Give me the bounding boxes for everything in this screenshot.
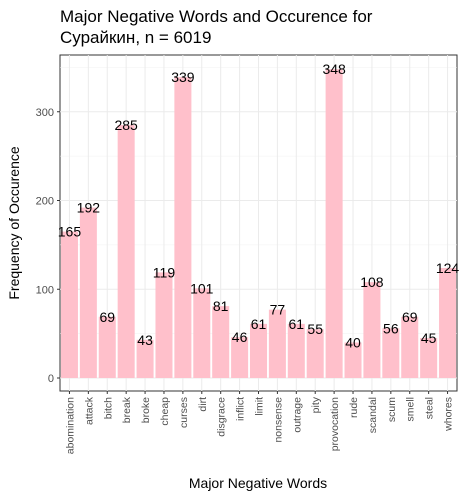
x-tick-label-cheap: cheap — [159, 397, 171, 426]
bar-pity — [306, 329, 324, 378]
bar-curses — [174, 77, 192, 378]
x-tick-label-scum: scum — [386, 397, 398, 422]
x-tick-label-disgrace: disgrace — [216, 397, 228, 437]
bar-limit — [249, 323, 268, 378]
x-tick-label-abomination: abomination — [64, 397, 76, 454]
data-label-cheap: 119 — [153, 264, 176, 280]
data-label-smell: 69 — [402, 309, 418, 325]
data-label-pity: 55 — [307, 321, 323, 337]
x-tick-label-whores: whores — [443, 397, 455, 432]
bar-outrage — [287, 323, 305, 378]
y-tick-labels: 0 100 200 300 — [36, 107, 60, 385]
data-label-inflict: 46 — [232, 329, 248, 345]
x-tick-label-broke: broke — [140, 397, 152, 423]
x-tick-label-inflict: inflict — [235, 397, 247, 421]
data-label-provocation: 348 — [322, 61, 346, 77]
bar-smell — [401, 316, 419, 378]
y-tick-label: 100 — [36, 284, 54, 296]
bars — [60, 69, 457, 379]
data-label-curses: 339 — [171, 69, 195, 85]
chart-title: Major Negative Words and Occurence for С… — [60, 7, 373, 47]
bar-scum — [382, 328, 400, 378]
bar-bitch — [98, 316, 116, 378]
bar-whores — [439, 267, 457, 378]
x-tick-label-break: break — [121, 396, 133, 423]
bar-break — [117, 125, 135, 378]
data-label-bitch: 69 — [99, 309, 115, 325]
bar-cheap — [155, 272, 173, 378]
y-tick-label: 200 — [36, 196, 54, 208]
x-tick-label-attack: attack — [83, 396, 95, 425]
data-label-broke: 43 — [137, 332, 153, 348]
data-label-nonsense: 77 — [270, 302, 286, 318]
x-tick-label-limit: limit — [254, 397, 266, 416]
bar-disgrace — [212, 306, 230, 378]
data-label-abomination: 165 — [58, 224, 82, 240]
x-tick-label-bitch: bitch — [102, 397, 114, 419]
x-tick-label-rude: rude — [348, 397, 360, 418]
data-label-outrage: 61 — [289, 316, 305, 332]
data-label-scandal: 108 — [360, 274, 384, 290]
data-label-break: 285 — [114, 117, 138, 133]
bar-broke — [136, 339, 154, 378]
y-tick-label: 300 — [36, 107, 54, 119]
bar-provocation — [325, 69, 343, 379]
x-axis-title: Major Negative Words — [189, 475, 327, 491]
y-axis-title: Frequency of Occurence — [6, 146, 22, 300]
bar-attack — [79, 207, 97, 378]
bar-steal — [420, 338, 438, 378]
bar-nonsense — [268, 309, 286, 378]
data-label-whores: 124 — [436, 260, 460, 276]
data-label-rude: 40 — [345, 335, 361, 351]
x-tick-labels: abomination attack bitch break broke cheap cur… — [64, 391, 455, 454]
bar-abomination — [60, 231, 78, 378]
x-tick-label-smell: smell — [405, 397, 417, 422]
y-tick-label: 0 — [48, 373, 54, 385]
data-label-disgrace: 81 — [213, 298, 229, 314]
bar-dirt — [193, 288, 211, 378]
x-tick-label-outrage: outrage — [291, 397, 303, 433]
x-tick-label-pity: pity — [310, 396, 322, 413]
bar-inflict — [231, 337, 249, 378]
x-tick-label-steal: steal — [424, 397, 436, 419]
data-label-scum: 56 — [383, 320, 399, 336]
data-label-dirt: 101 — [190, 280, 214, 296]
x-tick-label-provocation: provocation — [329, 397, 341, 451]
data-label-steal: 45 — [421, 330, 437, 346]
data-label-limit: 61 — [251, 316, 267, 332]
x-tick-label-nonsense: nonsense — [272, 397, 284, 443]
bar-rude — [344, 342, 362, 378]
bar-scandal — [363, 282, 381, 378]
x-tick-label-dirt: dirt — [197, 397, 209, 412]
x-tick-label-curses: curses — [178, 397, 190, 428]
x-tick-label-scandal: scandal — [367, 397, 379, 433]
data-label-attack: 192 — [77, 200, 101, 216]
